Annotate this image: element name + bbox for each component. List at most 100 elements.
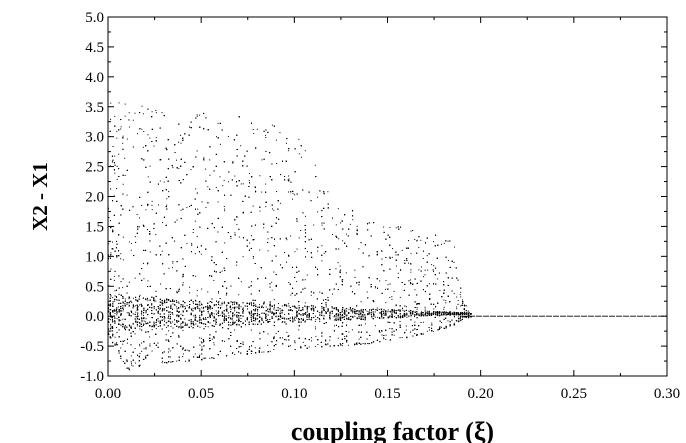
data-point [261, 317, 263, 319]
data-point [404, 259, 406, 261]
data-point [180, 322, 182, 324]
data-point [201, 288, 203, 290]
data-point [200, 303, 202, 305]
data-point [346, 233, 348, 235]
data-point [172, 313, 174, 315]
data-point [414, 333, 416, 335]
data-point [265, 306, 267, 308]
data-point [110, 102, 112, 104]
data-point [460, 315, 462, 317]
data-point [267, 238, 269, 240]
data-point [394, 316, 396, 318]
data-point [229, 322, 231, 324]
data-point [304, 313, 306, 315]
data-point [253, 132, 255, 134]
data-point [250, 235, 252, 237]
data-point [302, 341, 304, 343]
data-point [168, 314, 170, 316]
data-point [410, 253, 412, 255]
data-point [304, 215, 306, 217]
data-point [172, 262, 174, 264]
data-point [300, 230, 302, 232]
data-point [377, 316, 379, 318]
data-point [130, 362, 132, 364]
data-point [290, 294, 292, 296]
data-point [292, 319, 294, 321]
data-point [360, 301, 362, 303]
data-point [424, 315, 426, 317]
data-point [279, 319, 281, 321]
data-point [325, 310, 327, 312]
data-point [161, 303, 163, 305]
data-point [284, 318, 286, 320]
data-point [439, 312, 441, 314]
data-point [387, 309, 389, 311]
data-point [432, 330, 434, 332]
data-point [108, 243, 110, 245]
data-point [428, 283, 430, 285]
data-point [116, 314, 118, 316]
data-point [209, 174, 211, 176]
data-point [110, 268, 112, 270]
data-point [314, 307, 316, 309]
data-point [375, 287, 377, 289]
data-point [294, 319, 296, 321]
data-point [175, 306, 177, 308]
data-point [118, 329, 120, 331]
data-point [271, 208, 273, 210]
data-point [192, 232, 194, 234]
data-point [406, 312, 408, 314]
data-point [331, 233, 333, 235]
data-point [184, 305, 186, 307]
data-point [385, 314, 387, 316]
data-point [321, 308, 323, 310]
data-point [335, 224, 337, 226]
data-point [432, 271, 434, 273]
data-point [132, 365, 134, 367]
data-point [319, 319, 321, 321]
data-point [286, 239, 288, 241]
data-point [412, 310, 414, 312]
data-point [197, 304, 199, 306]
data-point [432, 313, 434, 315]
data-point [318, 318, 320, 320]
data-point [198, 303, 200, 305]
data-point [385, 280, 387, 282]
data-point [201, 201, 203, 203]
data-point [250, 303, 252, 305]
data-point [267, 344, 269, 346]
data-point [445, 302, 447, 304]
data-point [197, 208, 199, 210]
data-point [114, 155, 116, 157]
data-point [132, 304, 134, 306]
data-point [236, 264, 238, 266]
data-point [261, 191, 263, 193]
data-point [149, 336, 151, 338]
data-point [269, 311, 271, 313]
data-point [447, 240, 449, 242]
data-point [124, 325, 126, 327]
data-point [331, 293, 333, 295]
data-point [314, 326, 316, 328]
data-point [227, 135, 229, 137]
data-point [358, 248, 360, 250]
data-point [383, 338, 385, 340]
data-point [338, 314, 340, 316]
data-point [144, 321, 146, 323]
data-point [443, 308, 445, 310]
data-point [354, 315, 356, 317]
data-point [139, 217, 140, 219]
data-point [259, 210, 261, 212]
data-point [217, 122, 219, 124]
data-point [453, 261, 455, 263]
data-point [321, 332, 323, 334]
data-point [348, 308, 350, 310]
data-point [374, 316, 376, 318]
data-point [457, 316, 459, 318]
data-point [379, 332, 381, 333]
data-point [267, 321, 269, 323]
data-point [227, 181, 229, 183]
data-point [166, 204, 168, 206]
data-point [155, 109, 157, 111]
data-point [252, 129, 254, 130]
